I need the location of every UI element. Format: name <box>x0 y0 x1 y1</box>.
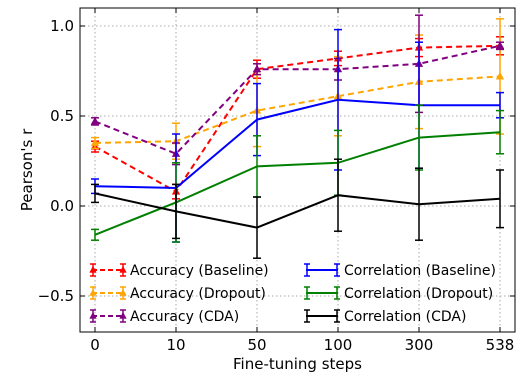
series-line <box>94 44 501 193</box>
series-line <box>94 75 501 144</box>
series-5 <box>91 158 504 259</box>
legend-item: Correlation (Dropout) <box>304 286 493 302</box>
legend-marker <box>119 265 127 273</box>
y-tick-label: 0.5 <box>50 107 74 125</box>
y-axis-label: Pearson's r <box>18 128 36 211</box>
plot-frame <box>79 7 516 333</box>
series-0 <box>90 36 505 200</box>
series-2 <box>90 14 505 166</box>
series-1 <box>90 18 505 160</box>
x-axis-label: Fine-tuning steps <box>233 355 362 373</box>
legend-label: Correlation (Dropout) <box>344 286 493 302</box>
legend-marker <box>89 265 97 273</box>
legend-label: Accuracy (CDA) <box>130 309 239 325</box>
series-line <box>94 131 501 236</box>
y-tick-label: 1.0 <box>50 17 74 35</box>
x-tick-label: 538 <box>486 336 515 354</box>
legend-item: Correlation (CDA) <box>304 309 466 325</box>
x-tick-label: 100 <box>324 336 353 354</box>
legend-label: Accuracy (Baseline) <box>130 263 269 279</box>
data-point <box>495 41 505 49</box>
data-point <box>252 64 262 73</box>
legend-marker <box>119 311 127 319</box>
x-tick-label: 300 <box>405 336 434 354</box>
series-4 <box>91 104 504 243</box>
legend-item: Accuracy (Baseline) <box>89 263 269 279</box>
legend-label: Correlation (Baseline) <box>344 263 496 279</box>
series-line <box>94 192 501 229</box>
legend-item: Accuracy (Dropout) <box>89 286 266 302</box>
x-tick-label: 0 <box>90 336 100 354</box>
data-point <box>495 71 505 80</box>
data-point <box>90 138 100 147</box>
legend-label: Accuracy (Dropout) <box>130 286 266 302</box>
grid <box>80 8 515 332</box>
data-point <box>90 116 100 125</box>
x-tick-label: 10 <box>166 336 185 354</box>
y-tick-label: 0.0 <box>50 197 74 215</box>
x-tick-label: 50 <box>247 336 266 354</box>
series-layer <box>90 14 505 259</box>
series-line <box>94 44 501 155</box>
legend-item: Accuracy (CDA) <box>89 309 239 325</box>
legend-item: Correlation (Baseline) <box>304 263 496 279</box>
legend-marker <box>119 288 127 296</box>
legend-label: Correlation (CDA) <box>344 309 466 325</box>
legend-marker <box>89 288 97 296</box>
legend-marker <box>89 311 97 319</box>
series-line <box>94 98 500 190</box>
y-tick-label: −0.5 <box>38 287 74 305</box>
ticks: 0 10 50 100 300 538 −0.5 0.0 0.5 1.0 <box>38 8 515 354</box>
legend: Accuracy (Baseline) Accuracy (Dropout) Acc… <box>89 263 496 325</box>
